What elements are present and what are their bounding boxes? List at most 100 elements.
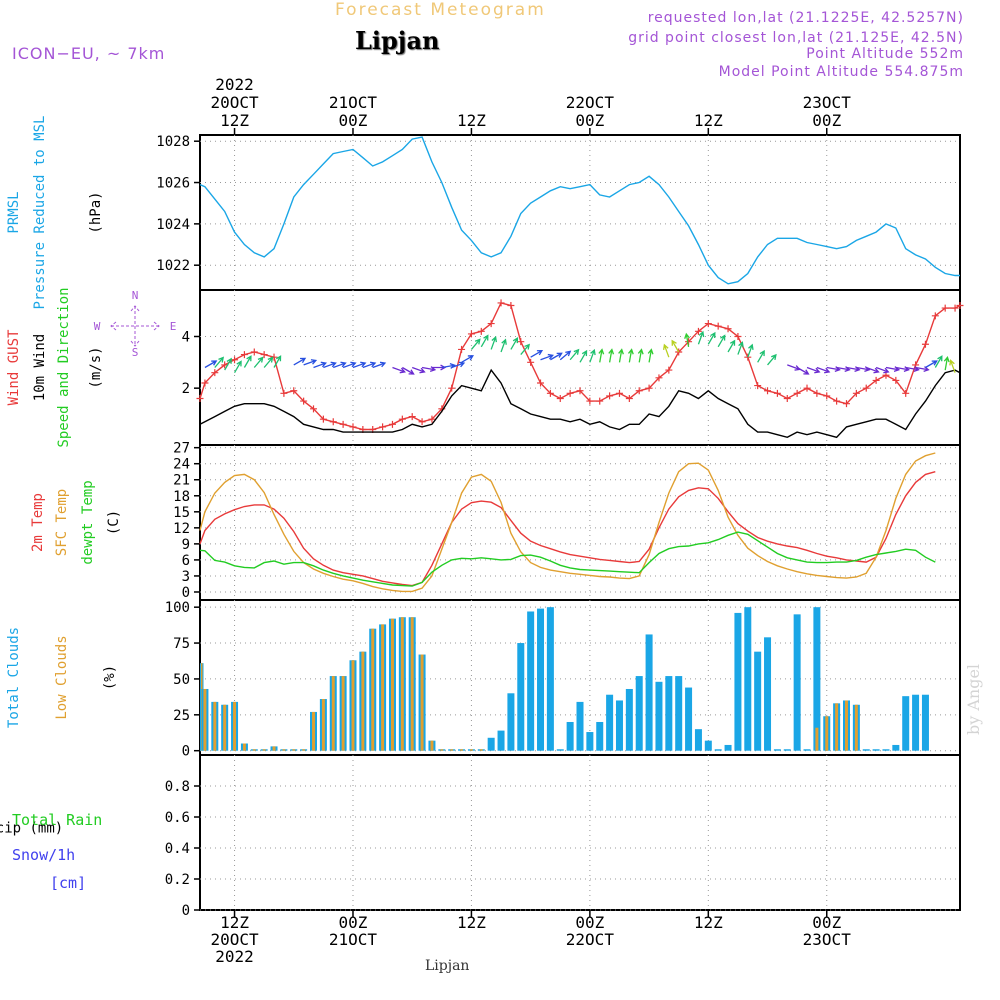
bar-low-cloud <box>390 618 394 751</box>
gust-marker <box>823 392 831 400</box>
bottom-tick-label: 20OCT <box>210 930 259 949</box>
bar-total-cloud <box>912 694 920 751</box>
precip-ytick-label: 0 <box>182 903 190 919</box>
series-2m-temp <box>199 471 936 587</box>
gust-marker <box>408 413 416 421</box>
gust-marker <box>497 299 505 307</box>
bar-total-cloud <box>507 693 515 751</box>
point-altitude: Point Altitude 552m <box>806 46 964 62</box>
compass-n: N <box>132 289 139 302</box>
pressure-ytick-label: 1022 <box>156 258 190 274</box>
temperature-ytick-label: 24 <box>173 457 190 473</box>
clouds-ytick-label: 75 <box>173 636 190 652</box>
bar-low-cloud <box>430 740 434 751</box>
bar-total-cloud <box>645 634 653 751</box>
requested-coords: requested lon,lat (21.1225E, 42.5257N) <box>647 10 964 26</box>
gust-marker <box>615 389 623 397</box>
wind-arrow <box>579 349 588 363</box>
wind-arrow <box>934 355 943 368</box>
wind-arrow <box>411 366 426 374</box>
bar-total-cloud <box>773 749 781 751</box>
wind-arrow <box>530 349 544 358</box>
wind-arrow <box>313 361 327 369</box>
temperature-ytick-label: 9 <box>182 537 190 553</box>
series-dewpt-temp <box>199 531 936 587</box>
bottom-tick-label: 00Z <box>575 913 604 932</box>
gust-marker <box>941 304 949 312</box>
wind-arrow <box>540 353 555 361</box>
bar-low-cloud <box>825 716 829 751</box>
panel-pressure: 1022 1024 1026 1028 PRMSL Pressure Reduced to… <box>6 116 961 309</box>
wind-arrow <box>949 359 956 373</box>
bottom-tick-label: 12Z <box>457 913 486 932</box>
bar-low-cloud <box>203 688 207 751</box>
grid-point-coords: grid point closest lon,lat (21.125E, 42.… <box>628 30 964 46</box>
bar-low-cloud <box>460 749 464 751</box>
top-tick-label: 23OCT <box>803 93 852 112</box>
bar-total-cloud <box>744 607 752 751</box>
gust-marker <box>231 356 239 364</box>
bar-low-cloud <box>854 704 858 751</box>
bar-low-cloud <box>312 711 315 751</box>
panel-clouds: 0 25 50 75 100 Total Clouds Low Clouds (%) <box>6 599 961 760</box>
bar-total-cloud <box>892 744 900 751</box>
wind-arrow <box>737 341 744 355</box>
compass-rose <box>110 305 160 347</box>
precip-legend-label: Total Rain <box>12 811 102 829</box>
panel-wind: 2 4 Wind GUST 10m Wind Speed and Direction (m… <box>6 287 964 448</box>
top-tick-label: 12Z <box>694 111 723 130</box>
gust-marker <box>596 397 604 405</box>
wind-arrow <box>618 348 624 363</box>
precip-ytick-label: 0.2 <box>165 872 190 888</box>
gust-marker <box>773 389 781 397</box>
precip-ylabel: 1hr Precip (mm) <box>0 821 63 837</box>
wind-arrow <box>598 348 605 363</box>
wind-arrow <box>500 338 507 353</box>
gust-marker <box>448 384 456 392</box>
compass: N S W E <box>94 289 177 359</box>
series-sfc-temp <box>199 452 936 593</box>
precip-frame <box>199 754 961 911</box>
temperature-ylabel: SFC Temp <box>54 489 70 556</box>
gust-marker <box>280 389 288 397</box>
wind-arrow <box>402 366 415 375</box>
gust-marker <box>803 384 811 392</box>
top-tick-label: 00Z <box>812 111 841 130</box>
temperature-ytick-label: 21 <box>173 473 190 489</box>
temperature-ylabel: 2m Temp <box>30 493 46 552</box>
bar-low-cloud <box>845 700 848 751</box>
wind-ylabel: 10m Wind <box>32 334 48 401</box>
wind-arrow <box>757 349 765 363</box>
gust-marker <box>310 405 318 413</box>
bar-total-cloud <box>527 611 535 751</box>
gust-marker <box>714 322 722 330</box>
wind-arrow <box>342 361 357 369</box>
wind-arrow <box>662 343 670 358</box>
bar-low-cloud <box>252 749 256 751</box>
bar-low-cloud <box>233 701 237 751</box>
bar-low-cloud <box>302 749 306 751</box>
gust-marker <box>872 376 880 384</box>
wind-arrow <box>943 355 950 371</box>
wind-arrow <box>925 360 938 369</box>
wind-arrow <box>303 359 318 366</box>
gust-marker <box>931 312 939 320</box>
gust-marker <box>586 397 594 405</box>
wind-arrow <box>647 348 654 363</box>
top-tick-label: 21OCT <box>329 93 378 112</box>
bar-low-cloud <box>371 628 375 751</box>
bar-low-cloud <box>341 676 345 751</box>
bar-total-cloud <box>882 749 890 751</box>
bar-low-cloud <box>410 617 414 751</box>
clouds-ylabel: Total Clouds <box>6 627 22 728</box>
bar-total-cloud <box>724 744 732 751</box>
gust-marker <box>556 395 564 402</box>
wind-arrow <box>352 361 367 369</box>
bar-low-cloud <box>381 624 385 751</box>
panel-precip: 0 0.2 0.4 0.6 0.8 1hr Precip (mm)Total Rain Sn… <box>0 754 961 919</box>
gust-marker <box>956 302 964 309</box>
wind-arrow <box>866 366 880 374</box>
bar-low-cloud <box>262 749 266 751</box>
compass-w: W <box>94 320 101 333</box>
